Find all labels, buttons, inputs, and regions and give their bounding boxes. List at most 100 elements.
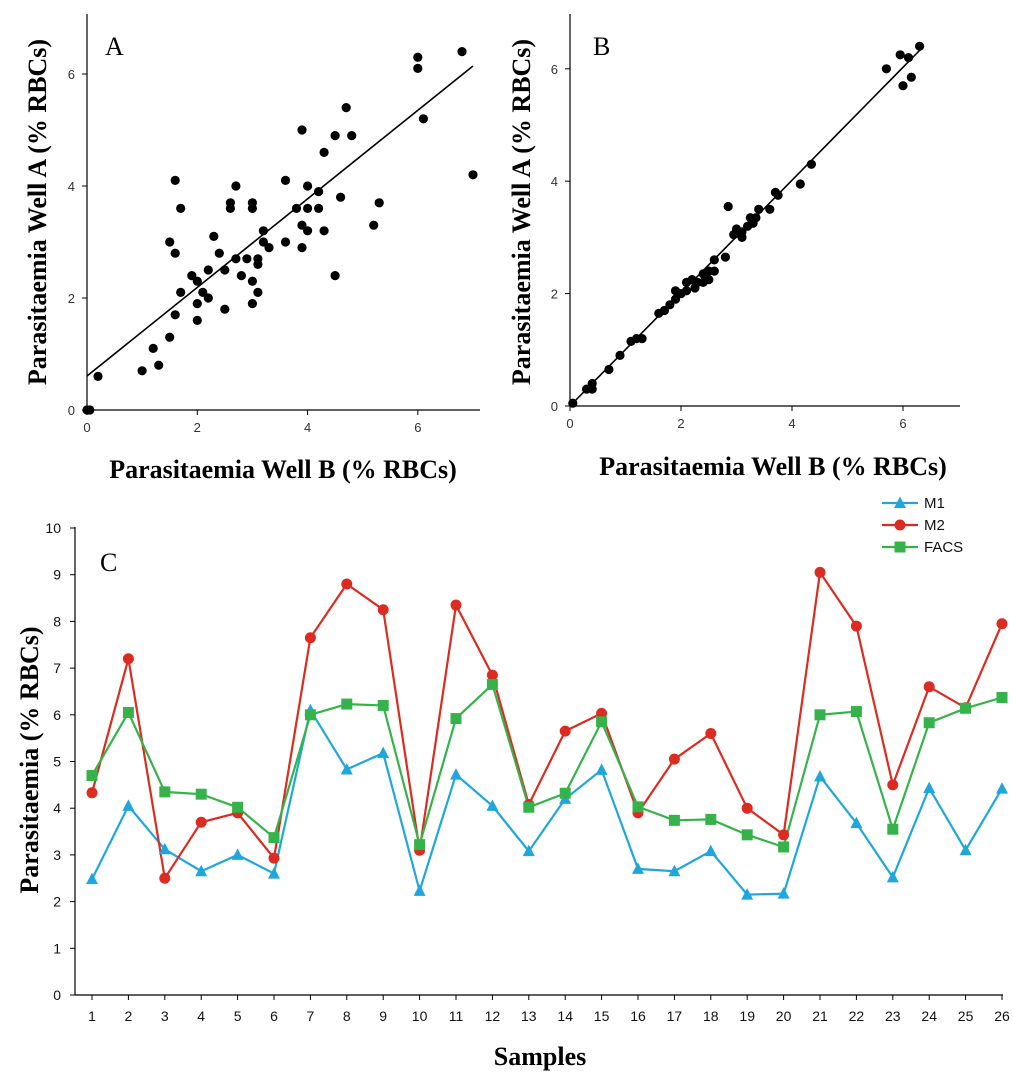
panel-b-x-tick-label: 4 [788,416,795,431]
panel-b-data-point [681,286,692,296]
marker-facs [960,702,972,714]
panel-b-data-point [754,204,764,214]
panel-b-x-tick-label: 0 [566,416,573,431]
panel-a-data-point [148,343,158,353]
panel-a-data-point [413,63,423,73]
panel-b-data-point [568,398,578,408]
panel-a-data-point [231,181,241,191]
series-line-m2 [90,569,1004,882]
panel-a-data-point [297,220,307,230]
panel-c-y-tick-label: 10 [45,520,61,536]
marker-m1 [122,799,135,811]
marker-m1 [886,870,899,883]
panel-a-data-point [220,304,230,314]
panel-b-x-tick-label: 2 [677,416,684,431]
panel-a-data-point [468,170,478,180]
marker-m2 [268,852,280,864]
marker-facs [159,786,171,798]
panel-c-y-tick-label: 6 [53,707,61,723]
marker-m1 [377,746,390,759]
marker-m1 [86,872,98,885]
panel-c-x-tick-label: 15 [594,1008,610,1024]
marker-facs [523,801,535,813]
marker-m1 [195,864,208,877]
panel-c-x-tick-label: 24 [921,1008,937,1024]
marker-m2 [850,620,862,632]
panel-a-data-point [247,276,257,286]
panel-b-data-point [915,41,925,51]
marker-m1 [522,844,535,857]
marker-facs [923,717,935,729]
panel-a-data-point [176,287,186,297]
marker-m2 [814,566,826,578]
panel-a-data-point [203,293,213,303]
panel-c-x-tick-label: 13 [521,1008,537,1024]
panel-a-data-point [303,226,313,236]
panel-a-data-point [170,175,180,185]
panel-c-x-tick-label: 19 [739,1008,755,1024]
panel-c-x-tick-label: 20 [776,1008,792,1024]
panel-b-data-point [709,255,719,265]
panel-a-data-point [319,226,329,236]
panel-a-data-point [330,131,340,141]
panel-a-data-point [236,271,246,281]
panel-a-y-tick-label: 4 [68,179,75,194]
marker-m2 [741,802,753,814]
panel-c-x-tick-label: 22 [849,1008,865,1024]
marker-facs [996,692,1008,704]
marker-m1 [486,799,499,811]
marker-m1 [996,782,1008,794]
panel-a-x-axis-title: Parasitaemia Well B (% RBCs) [109,455,457,484]
marker-m1 [158,842,171,855]
panel-b-data-point [637,334,647,344]
panel-a-data-point [85,405,95,415]
panel-a-x-tick-label: 6 [414,420,421,435]
marker-facs [559,787,571,799]
panel-c-x-tick-label: 6 [270,1008,278,1024]
panel-a-trendline [86,65,474,377]
panel-c-y-tick-label: 9 [53,567,61,583]
series-line-m1 [91,707,1003,896]
legend-label-facs: FACS [924,539,963,556]
panel-c-x-tick-label: 16 [630,1008,646,1024]
panel-c-y-axis-title: Parasitaemia (% RBCs) [15,626,44,893]
panel-a-data-point [192,315,202,325]
panel-b-data-point [881,64,892,74]
marker-m1 [704,844,717,857]
panel-a-data-point [280,237,291,247]
panel-a-data-point [336,192,346,202]
panel-b-letter: B [593,32,610,61]
panel-a-data-point [137,366,147,376]
marker-m2 [86,787,98,799]
marker-m1 [777,887,790,899]
panel-c-x-tick-label: 9 [379,1008,387,1024]
panel-c-y-tick-label: 3 [53,847,61,863]
marker-m2 [996,618,1008,630]
marker-facs [304,709,316,721]
panel-b-data-point [773,190,783,200]
panel-a-data-point [258,226,268,236]
marker-m2 [341,578,353,590]
panel-a-letter: A [105,32,124,61]
panel-b-data-point [903,53,914,63]
legend-label-m1: M1 [924,495,945,512]
panel-b-x-tick-label: 6 [899,416,906,431]
panel-a-data-point [165,237,175,247]
panel-c-y-tick-label: 4 [53,800,61,816]
marker-facs [232,801,244,813]
marker-m2 [668,753,680,765]
panel-c-x-tick-label: 7 [307,1008,315,1024]
panel-c-x-tick-label: 25 [958,1008,974,1024]
panel-a-data-point [418,114,428,124]
marker-facs [377,699,389,711]
panel-b-y-tick-label: 0 [551,399,558,414]
panel-c-y-tick-label: 5 [53,754,61,770]
marker-m2 [887,779,899,791]
panel-a-data-point [314,203,324,213]
panel-b-data-point [751,213,761,223]
panel-c-letter: C [100,548,117,577]
panel-a-x-tick-label: 0 [83,420,90,435]
panel-c-x-axis-title: Samples [494,1042,586,1071]
marker-m2 [159,872,171,884]
